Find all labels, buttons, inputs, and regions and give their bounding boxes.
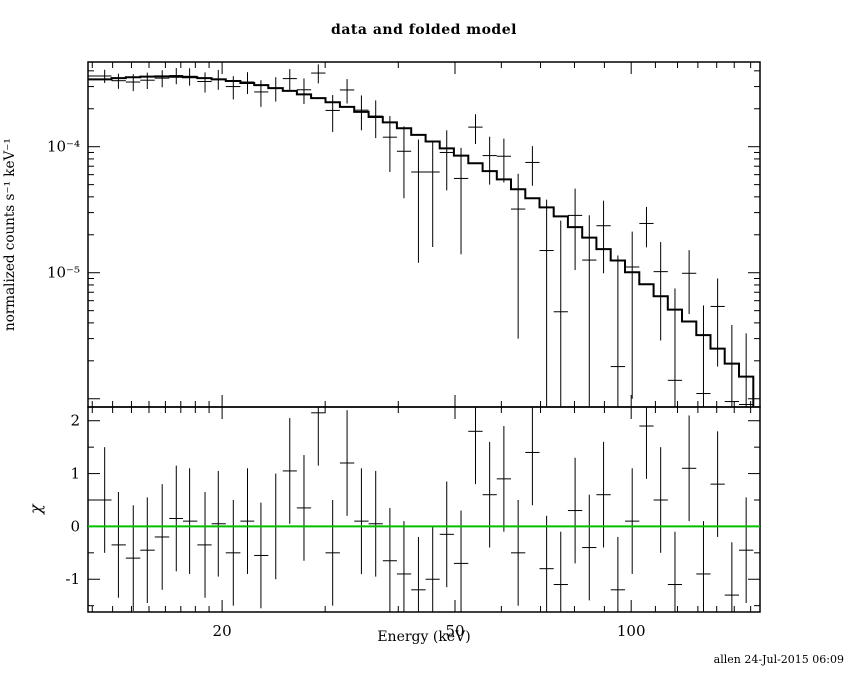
axis-frame	[87, 61, 761, 613]
plot-title: data and folded model	[331, 22, 517, 38]
axis-ticks	[88, 62, 760, 612]
footer-timestamp: allen 24-Jul-2015 06:09	[713, 653, 844, 666]
svg-text:10⁻⁴: 10⁻⁴	[47, 138, 80, 156]
svg-text:20: 20	[213, 622, 232, 640]
svg-text:-1: -1	[65, 570, 80, 588]
svg-text:10⁻⁵: 10⁻⁵	[47, 264, 80, 282]
svg-text:2: 2	[70, 412, 80, 430]
svg-text:0: 0	[70, 517, 80, 535]
x-axis-label: Energy (keV)	[377, 629, 471, 645]
data-error-bars	[88, 64, 754, 407]
model-step-line	[88, 75, 755, 407]
tick-labels: 20 50 100 10⁻⁴ 10⁻⁵ -1 0 1 2	[47, 138, 646, 640]
chi-residual-bars	[88, 407, 754, 612]
svg-text:100: 100	[617, 622, 646, 640]
svg-text:1: 1	[70, 465, 80, 483]
svg-text:50: 50	[445, 622, 464, 640]
